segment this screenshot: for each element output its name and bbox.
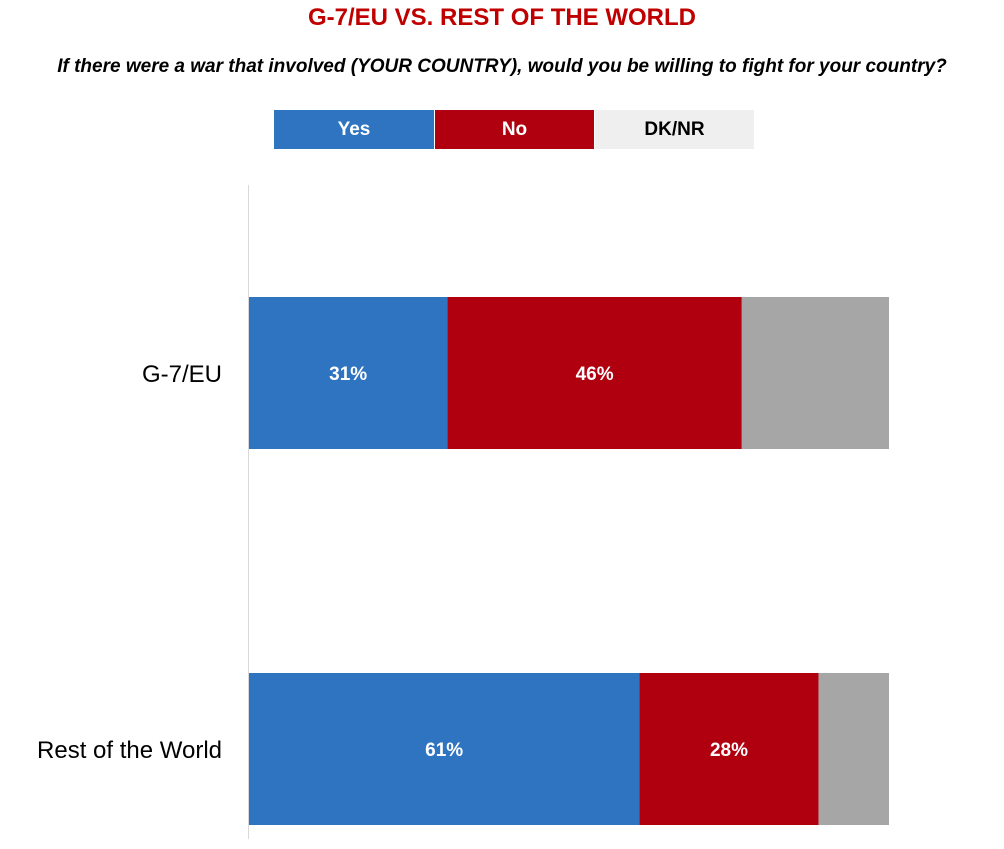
bar-dk-nr-1: [818, 673, 889, 825]
category-label-0: G-7/EU: [142, 361, 222, 388]
data-label-no-1: 28%: [710, 740, 748, 761]
bars-group: 31% 46% 61% 28%: [249, 297, 889, 825]
chart-title: G-7/EU VS. REST OF THE WORLD: [307, 4, 697, 31]
data-label-no-0: 46%: [576, 364, 614, 385]
legend-item-yes: Yes: [274, 110, 434, 149]
legend-item-dknr: DK/NR: [594, 110, 754, 149]
category-label-1: Rest of the World: [37, 737, 222, 764]
bar-yes-1: [249, 673, 640, 825]
data-label-yes-0: 31%: [329, 364, 367, 385]
bar-dk-nr-0: [741, 297, 889, 449]
bar-yes-0: [249, 297, 448, 449]
legend: Yes No DK/NR: [274, 110, 754, 149]
data-label-yes-1: 61%: [425, 740, 463, 761]
bar-no-0: [447, 297, 742, 449]
chart-subtitle: If there were a war that involved (YOUR …: [57, 56, 947, 77]
bar-no-1: [639, 673, 819, 825]
category-labels: G-7/EU Rest of the World: [37, 361, 222, 764]
legend-item-no: No: [434, 110, 594, 149]
